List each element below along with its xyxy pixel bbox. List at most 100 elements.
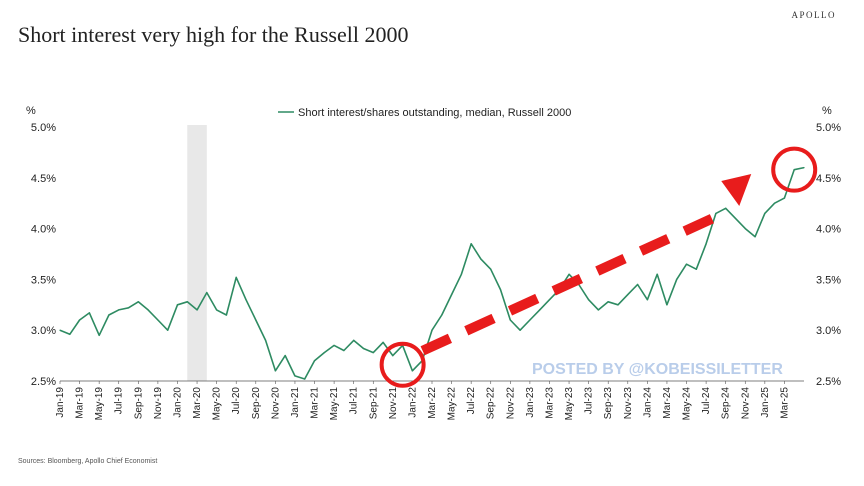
chart-title: Short interest very high for the Russell… <box>18 22 409 47</box>
x-tick-label: Nov-20 <box>270 387 281 420</box>
recession-shading <box>187 125 207 381</box>
data-point <box>216 309 218 311</box>
x-tick-label: Nov-21 <box>388 387 399 420</box>
x-tick-label: May-19 <box>94 387 105 421</box>
x-tick-label: Sep-21 <box>368 387 379 420</box>
y-tick-label-right: 2.5% <box>816 376 841 388</box>
y-tick-label-right: 4.5% <box>816 173 841 185</box>
y-tick-label-right: 3.0% <box>816 325 841 337</box>
data-point <box>304 378 306 380</box>
data-point <box>803 167 805 169</box>
data-point <box>539 309 541 311</box>
data-point <box>705 243 707 245</box>
data-point <box>470 243 472 245</box>
data-point <box>695 268 697 270</box>
data-point <box>793 169 795 171</box>
x-tick-label: Nov-22 <box>505 387 516 420</box>
x-tick-label: May-20 <box>212 387 223 421</box>
data-point <box>519 329 521 331</box>
data-point <box>744 228 746 230</box>
x-tick-label: Jan-25 <box>760 387 771 418</box>
data-point <box>715 212 717 214</box>
data-point <box>176 304 179 306</box>
data-point <box>509 319 511 321</box>
x-tick-label: Jan-23 <box>525 387 536 418</box>
data-point <box>98 334 100 336</box>
y-tick-label-right: 4.0% <box>816 224 841 236</box>
data-point <box>69 333 71 335</box>
data-point <box>186 301 188 303</box>
data-point <box>225 314 228 316</box>
data-point <box>294 375 296 377</box>
data-point <box>685 263 688 265</box>
y-tick-label-left: 2.5% <box>31 376 56 388</box>
y-unit-label-right: % <box>822 105 832 117</box>
data-point <box>274 370 276 372</box>
x-tick-label: Sep-22 <box>486 387 497 420</box>
x-tick-label: Jan-21 <box>290 387 301 418</box>
data-point <box>108 314 110 316</box>
x-tick-label: Jan-24 <box>642 387 653 418</box>
data-point <box>597 309 600 311</box>
data-point <box>323 351 325 354</box>
y-tick-label-left: 3.0% <box>31 325 56 337</box>
x-tick-label: Sep-23 <box>603 387 614 420</box>
watermark-text: POSTED BY @KOBEISSILETTER <box>532 361 783 378</box>
data-point <box>353 339 355 341</box>
data-point <box>548 299 551 301</box>
data-point <box>362 347 365 350</box>
annotation-arrowhead <box>721 173 752 206</box>
data-point <box>147 309 149 311</box>
data-point <box>646 299 648 301</box>
x-tick-label: Jul-23 <box>584 387 595 415</box>
data-point <box>255 319 257 321</box>
x-tick-label: Jul-24 <box>701 387 712 415</box>
data-point <box>734 217 737 220</box>
x-tick-label: May-23 <box>564 387 575 421</box>
x-tick-label: Jan-22 <box>407 387 418 418</box>
data-point <box>676 278 678 280</box>
data-point <box>372 351 374 354</box>
data-point <box>127 307 130 309</box>
data-point <box>441 314 443 316</box>
source-note: Sources: Bloomberg, Apollo Chief Economi… <box>18 458 158 465</box>
annotation-circle-start <box>379 341 426 388</box>
data-point <box>568 273 570 275</box>
data-point <box>636 283 639 286</box>
x-tick-label: Nov-24 <box>740 387 751 420</box>
data-point <box>196 309 198 311</box>
data-point <box>450 294 453 296</box>
data-point <box>764 212 766 214</box>
annotation-circle-end <box>771 146 818 193</box>
y-tick-label-right: 5.0% <box>816 122 841 134</box>
x-tick-label: Jul-21 <box>349 387 360 415</box>
data-point <box>480 258 482 260</box>
data-point <box>627 294 629 296</box>
x-tick-label: Sep-20 <box>251 387 262 420</box>
data-point <box>774 202 776 204</box>
data-point <box>725 207 727 209</box>
x-tick-label: Mar-19 <box>75 387 86 419</box>
x-tick-label: Sep-24 <box>721 387 732 420</box>
x-tick-label: Jul-20 <box>231 387 242 415</box>
x-tick-label: May-21 <box>329 387 340 421</box>
data-point <box>88 312 90 314</box>
x-tick-label: Jan-19 <box>55 387 66 418</box>
x-tick-label: Nov-19 <box>153 387 164 420</box>
data-point <box>118 309 120 311</box>
data-point <box>617 304 619 306</box>
data-point <box>137 301 139 303</box>
data-point <box>313 360 316 362</box>
data-point <box>157 319 159 321</box>
data-point <box>235 276 237 278</box>
data-point <box>783 197 786 199</box>
data-point <box>333 344 335 347</box>
x-tick-label: May-24 <box>682 387 693 421</box>
data-point <box>284 355 286 357</box>
x-tick-label: Sep-19 <box>133 387 144 420</box>
data-point <box>59 329 61 331</box>
data-point <box>264 339 267 341</box>
data-point <box>588 299 590 301</box>
data-point <box>411 370 414 372</box>
